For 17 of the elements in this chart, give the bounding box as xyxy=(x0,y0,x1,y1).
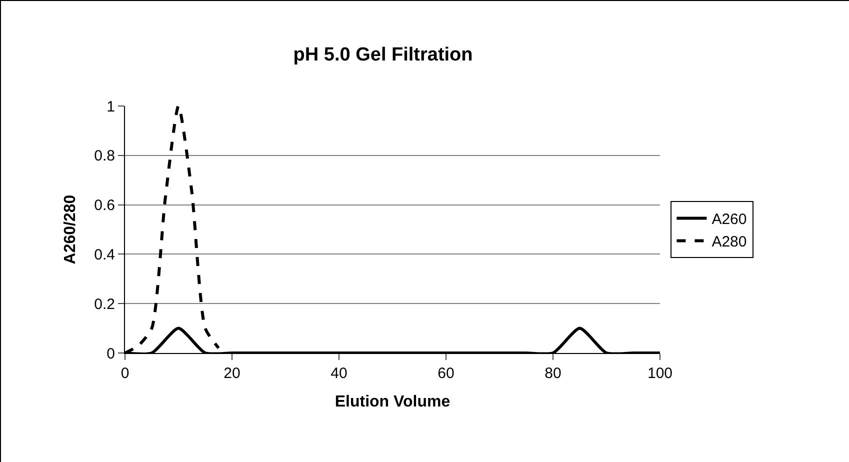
x-tick-label: 100 xyxy=(647,365,673,382)
y-tick-label: 0.2 xyxy=(94,296,115,313)
legend-label: A280 xyxy=(712,234,747,251)
legend-label: A260 xyxy=(712,211,747,228)
y-tick-label: 0.4 xyxy=(94,246,115,264)
chart-title: pH 5.0 Gel Filtration xyxy=(293,44,473,66)
x-tick-label: 20 xyxy=(224,365,240,382)
x-axis-title: Elution Volume xyxy=(334,394,450,411)
y-tick-label: 0.6 xyxy=(94,197,115,214)
y-tick-label: 0 xyxy=(106,345,115,362)
y-tick-label: 1 xyxy=(106,98,115,116)
x-tick-label: 60 xyxy=(438,365,454,382)
x-tick-label: 80 xyxy=(544,365,562,382)
y-axis-title: A260/280 xyxy=(62,194,80,264)
y-tick-label: 0.8 xyxy=(94,148,115,165)
x-tick-label: 0 xyxy=(120,365,130,382)
x-tick-label: 40 xyxy=(330,365,348,382)
